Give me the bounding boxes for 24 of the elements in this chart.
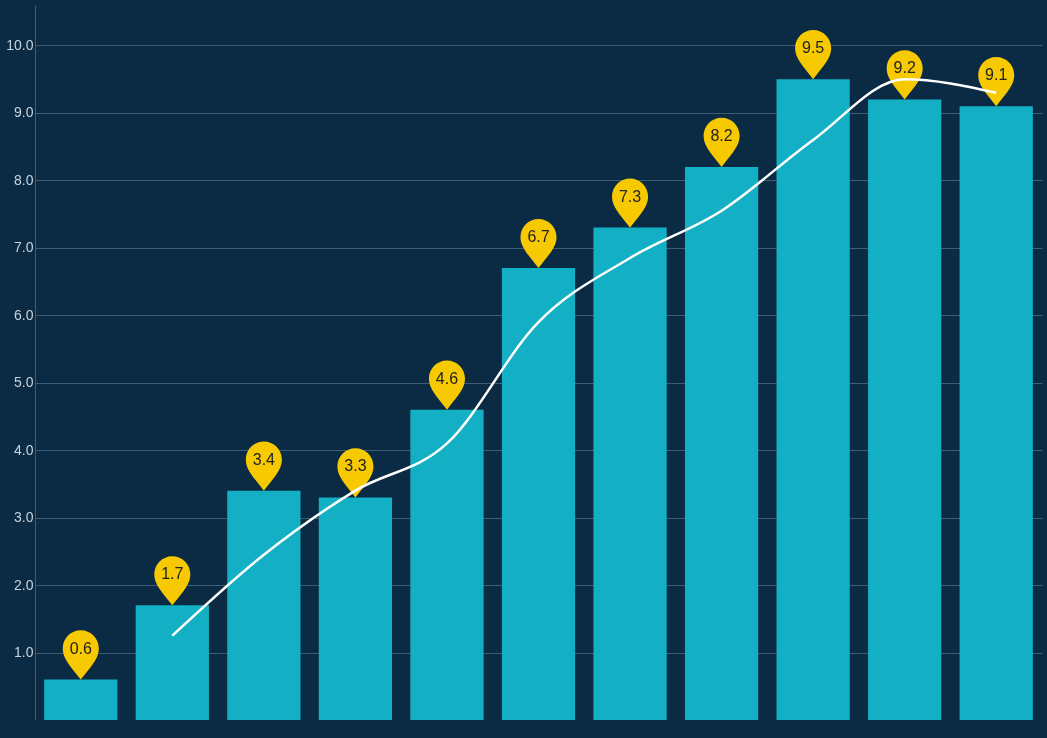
bar [318, 497, 393, 720]
y-tick-label: 2.0 [14, 576, 34, 593]
y-tick-label: 8.0 [14, 171, 34, 188]
bar [684, 166, 759, 720]
y-tick-label: 4.0 [14, 441, 34, 458]
y-tick-label: 7.0 [14, 239, 34, 256]
y-tick-label: 3.0 [14, 509, 34, 526]
y-tick-label: 10.0 [6, 36, 34, 53]
data-label: 1.7 [161, 565, 184, 583]
data-label: 0.6 [69, 639, 92, 657]
data-label: 4.6 [435, 369, 459, 387]
data-label: 9.1 [985, 66, 1008, 84]
data-label: 3.4 [252, 450, 276, 468]
bar [501, 268, 576, 720]
data-label: 6.7 [527, 228, 550, 246]
data-label: 7.3 [618, 187, 642, 205]
data-label: 8.2 [710, 126, 733, 144]
data-label: 9.5 [802, 39, 825, 57]
y-tick-label: 1.0 [14, 644, 34, 661]
y-tick-label: 9.0 [14, 104, 34, 121]
y-tick-label: 6.0 [14, 306, 34, 323]
data-label: 3.3 [344, 457, 367, 475]
data-label: 9.2 [893, 59, 916, 77]
y-tick-label: 5.0 [14, 374, 34, 391]
